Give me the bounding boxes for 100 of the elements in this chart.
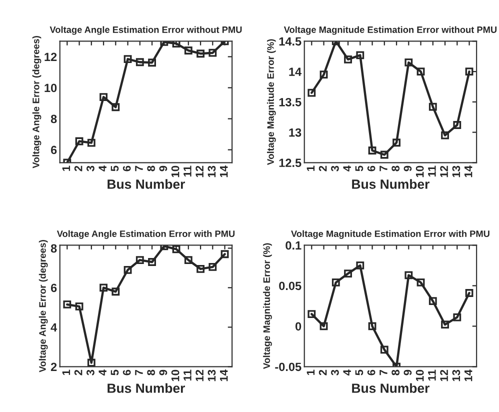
point (356, 262, 364, 270)
point (380, 346, 388, 354)
y-tick-label: 0.1 (286, 241, 302, 250)
chart-title: Voltage Angle Estimation Error with PMU (56, 230, 235, 239)
point (75, 137, 84, 146)
x-tick-label: 2 (318, 370, 327, 376)
x-tick-label: 6 (367, 166, 376, 172)
chart-title: Voltage Angle Estimation Error without PMU (50, 26, 242, 35)
point (148, 58, 156, 67)
x-tick-label: 3 (331, 370, 339, 376)
x-tick-label: 4 (98, 165, 106, 172)
y-tick-label: 14.5 (279, 37, 302, 46)
y-axis-title: Voltage Angle Error (degrees) (38, 240, 48, 372)
point (136, 58, 144, 66)
x-tick-label: 5 (355, 370, 364, 376)
point (148, 258, 156, 266)
x-tick-label: 10 (416, 166, 424, 178)
point (124, 55, 132, 63)
x-tick-label: 9 (159, 166, 168, 172)
x-tick-label: 11 (428, 370, 436, 381)
x-tick-label: 9 (404, 370, 412, 376)
point (453, 121, 462, 129)
point (428, 297, 437, 306)
point (112, 288, 120, 296)
x-tick-label: 1 (306, 370, 315, 375)
x-tick-label: 9 (404, 166, 412, 172)
y-axis-title: Voltage Magnitude Error (%) (266, 39, 276, 165)
point (172, 245, 180, 254)
point (428, 102, 437, 111)
x-tick-label: 4 (343, 370, 351, 376)
x-tick-label: 1 (62, 166, 70, 171)
point (465, 68, 474, 76)
x-tick-label: 12 (196, 370, 204, 382)
x-tick-label: 4 (343, 165, 351, 172)
y-tick-label: 6 (50, 284, 57, 292)
point (184, 256, 192, 264)
point (208, 48, 217, 57)
x-tick-label: 13 (208, 370, 216, 382)
x-tick-label: 6 (122, 166, 131, 172)
y-tick-label: 6 (50, 146, 57, 154)
point (112, 103, 120, 112)
point (368, 322, 376, 330)
point (100, 93, 108, 101)
point (87, 138, 96, 147)
x-tick-label: 11 (184, 370, 192, 381)
point (75, 302, 84, 310)
point (344, 270, 352, 278)
x-tick-label: 14 (220, 165, 228, 178)
x-tick-label: 11 (184, 166, 192, 176)
y-tick-label: 8 (50, 244, 57, 253)
x-tick-label: 4 (98, 370, 106, 376)
x-axis-title: Bus Number (108, 179, 185, 189)
x-tick-label: 12 (196, 166, 204, 178)
y-tick-label: 13 (289, 128, 302, 137)
x-tick-label: 6 (367, 370, 376, 376)
point (124, 266, 132, 274)
point (184, 46, 192, 54)
point (208, 262, 217, 271)
y-tick-label: 12 (44, 52, 57, 61)
x-tick-label: 12 (440, 370, 448, 382)
x-axis-title: Bus Number (352, 383, 430, 393)
y-tick-label: 4 (50, 323, 58, 332)
point (63, 300, 72, 308)
point (416, 68, 425, 76)
x-tick-label: 14 (220, 370, 228, 382)
x-tick-label: 14 (464, 370, 472, 382)
y-axis-title: Voltage Magnitude Error (%) (263, 243, 272, 370)
x-tick-label: 10 (171, 370, 180, 382)
y-tick-label: 14 (289, 68, 302, 76)
x-tick-label: 13 (452, 370, 460, 382)
point (87, 358, 96, 367)
x-tick-label: 7 (380, 370, 388, 376)
x-tick-label: 8 (147, 370, 156, 376)
y-tick-label: 0.05 (279, 282, 302, 290)
x-tick-label: 8 (392, 370, 400, 376)
point (308, 88, 316, 97)
x-tick-label: 12 (440, 166, 448, 178)
point (356, 51, 364, 60)
y-tick-label: 0 (295, 322, 302, 331)
y-tick-label: -0.05 (275, 362, 302, 372)
x-tick-label: 2 (74, 370, 82, 376)
x-axis-title: Bus Number (352, 179, 430, 189)
point (404, 271, 413, 280)
point (320, 70, 328, 79)
point (100, 284, 108, 292)
x-tick-label: 13 (208, 166, 216, 178)
point (344, 55, 352, 64)
point (332, 278, 340, 286)
x-tick-label: 8 (392, 166, 400, 172)
x-axis-title: Bus Number (108, 383, 185, 393)
x-tick-label: 3 (331, 166, 339, 172)
x-tick-label: 2 (318, 166, 327, 172)
point (196, 264, 204, 273)
x-tick-label: 10 (416, 370, 424, 382)
x-tick-label: 5 (110, 370, 119, 376)
x-tick-label: 13 (452, 166, 460, 178)
x-tick-label: 7 (135, 166, 143, 172)
y-tick-label: 10 (44, 84, 57, 92)
x-tick-label: 11 (428, 166, 436, 176)
point (441, 131, 449, 140)
